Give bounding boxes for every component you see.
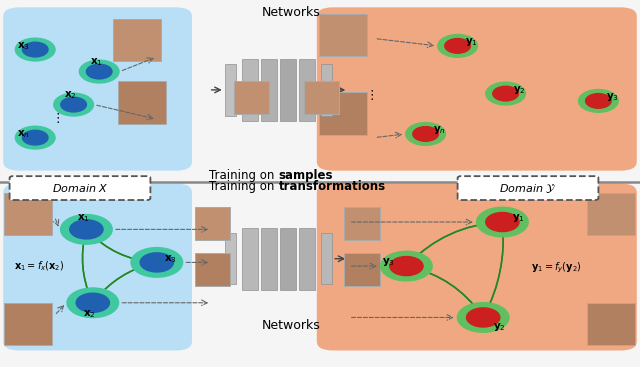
FancyBboxPatch shape (300, 59, 315, 121)
Circle shape (70, 220, 103, 239)
Circle shape (467, 308, 500, 327)
Circle shape (22, 42, 48, 57)
Text: $\mathbf{x}_3$: $\mathbf{x}_3$ (17, 40, 30, 52)
Text: $\mathit{Domain\ X}$: $\mathit{Domain\ X}$ (52, 182, 108, 194)
Circle shape (22, 130, 48, 145)
Text: Networks: Networks (262, 6, 321, 18)
FancyBboxPatch shape (10, 176, 150, 200)
Text: $\mathbf{x}_n$: $\mathbf{x}_n$ (17, 128, 30, 140)
Circle shape (67, 288, 118, 317)
Text: $\mathbf{x}_1$: $\mathbf{x}_1$ (90, 57, 102, 68)
Text: $\mathbf{y}_1 = \mathit{f}_y(\mathbf{y}_2)$: $\mathbf{y}_1 = \mathit{f}_y(\mathbf{y}_… (531, 261, 582, 275)
Circle shape (15, 38, 55, 61)
FancyBboxPatch shape (344, 253, 380, 286)
FancyBboxPatch shape (195, 253, 230, 286)
Text: $\mathbf{y}_3$: $\mathbf{y}_3$ (382, 257, 395, 268)
Circle shape (79, 60, 119, 83)
Circle shape (76, 293, 109, 312)
Circle shape (445, 39, 470, 53)
Text: ⋮: ⋮ (365, 89, 378, 102)
Circle shape (54, 93, 93, 116)
Text: transformations: transformations (278, 179, 385, 193)
FancyBboxPatch shape (234, 81, 269, 114)
FancyBboxPatch shape (280, 228, 296, 290)
Text: $\mathbf{y}_3$: $\mathbf{y}_3$ (606, 91, 619, 103)
FancyBboxPatch shape (113, 19, 161, 61)
FancyBboxPatch shape (587, 193, 635, 235)
FancyBboxPatch shape (458, 176, 598, 200)
Text: $\mathbf{y}_n$: $\mathbf{y}_n$ (433, 124, 446, 136)
Text: $\mathbf{y}_2$: $\mathbf{y}_2$ (513, 84, 526, 96)
Text: $\mathbf{x}_3$: $\mathbf{x}_3$ (164, 253, 177, 265)
Circle shape (486, 212, 519, 232)
FancyBboxPatch shape (261, 228, 277, 290)
FancyBboxPatch shape (344, 207, 380, 240)
FancyBboxPatch shape (242, 228, 258, 290)
Circle shape (486, 82, 525, 105)
FancyBboxPatch shape (4, 303, 52, 345)
Circle shape (61, 97, 86, 112)
Circle shape (131, 248, 182, 277)
Circle shape (390, 257, 423, 276)
FancyBboxPatch shape (261, 59, 277, 121)
FancyBboxPatch shape (225, 233, 236, 284)
Circle shape (477, 207, 528, 237)
Text: $\mathbf{y}_1$: $\mathbf{y}_1$ (465, 36, 478, 48)
Circle shape (458, 303, 509, 332)
Circle shape (381, 251, 432, 281)
FancyBboxPatch shape (319, 92, 367, 135)
Text: $\mathbf{x}_2$: $\mathbf{x}_2$ (83, 308, 96, 320)
FancyBboxPatch shape (317, 184, 637, 350)
Circle shape (493, 86, 518, 101)
FancyBboxPatch shape (225, 64, 236, 116)
Text: $\mathbf{y}_1$: $\mathbf{y}_1$ (512, 212, 525, 224)
FancyBboxPatch shape (587, 303, 635, 345)
Text: Training on: Training on (209, 179, 278, 193)
FancyBboxPatch shape (317, 7, 637, 171)
Text: $\mathbf{x}_1$: $\mathbf{x}_1$ (77, 212, 90, 224)
FancyBboxPatch shape (280, 59, 296, 121)
FancyBboxPatch shape (319, 14, 367, 56)
FancyBboxPatch shape (321, 64, 332, 116)
FancyBboxPatch shape (118, 81, 166, 124)
Text: $\mathbf{x}_1 = \mathit{f}_x(\mathbf{x}_2)$: $\mathbf{x}_1 = \mathit{f}_x(\mathbf{x}_… (14, 259, 65, 273)
FancyBboxPatch shape (195, 207, 230, 240)
Circle shape (15, 126, 55, 149)
Text: $\mathit{Domain\ \mathcal{Y}}$: $\mathit{Domain\ \mathcal{Y}}$ (499, 182, 557, 195)
Text: ⋮: ⋮ (51, 112, 64, 125)
Circle shape (140, 253, 173, 272)
FancyBboxPatch shape (300, 228, 315, 290)
Text: samples: samples (278, 169, 333, 182)
FancyBboxPatch shape (242, 59, 258, 121)
FancyBboxPatch shape (304, 81, 339, 114)
Circle shape (86, 64, 112, 79)
Text: $\mathbf{x}_2$: $\mathbf{x}_2$ (64, 90, 77, 101)
Circle shape (438, 34, 477, 57)
FancyBboxPatch shape (321, 233, 332, 284)
FancyBboxPatch shape (3, 7, 192, 171)
Circle shape (61, 215, 112, 244)
Circle shape (586, 94, 611, 108)
Circle shape (413, 127, 438, 141)
Text: $\mathbf{y}_2$: $\mathbf{y}_2$ (493, 321, 506, 333)
Text: Training on: Training on (209, 169, 278, 182)
Circle shape (406, 123, 445, 145)
FancyBboxPatch shape (3, 184, 192, 350)
Circle shape (579, 90, 618, 112)
Text: Networks: Networks (262, 319, 321, 332)
FancyBboxPatch shape (4, 193, 52, 235)
